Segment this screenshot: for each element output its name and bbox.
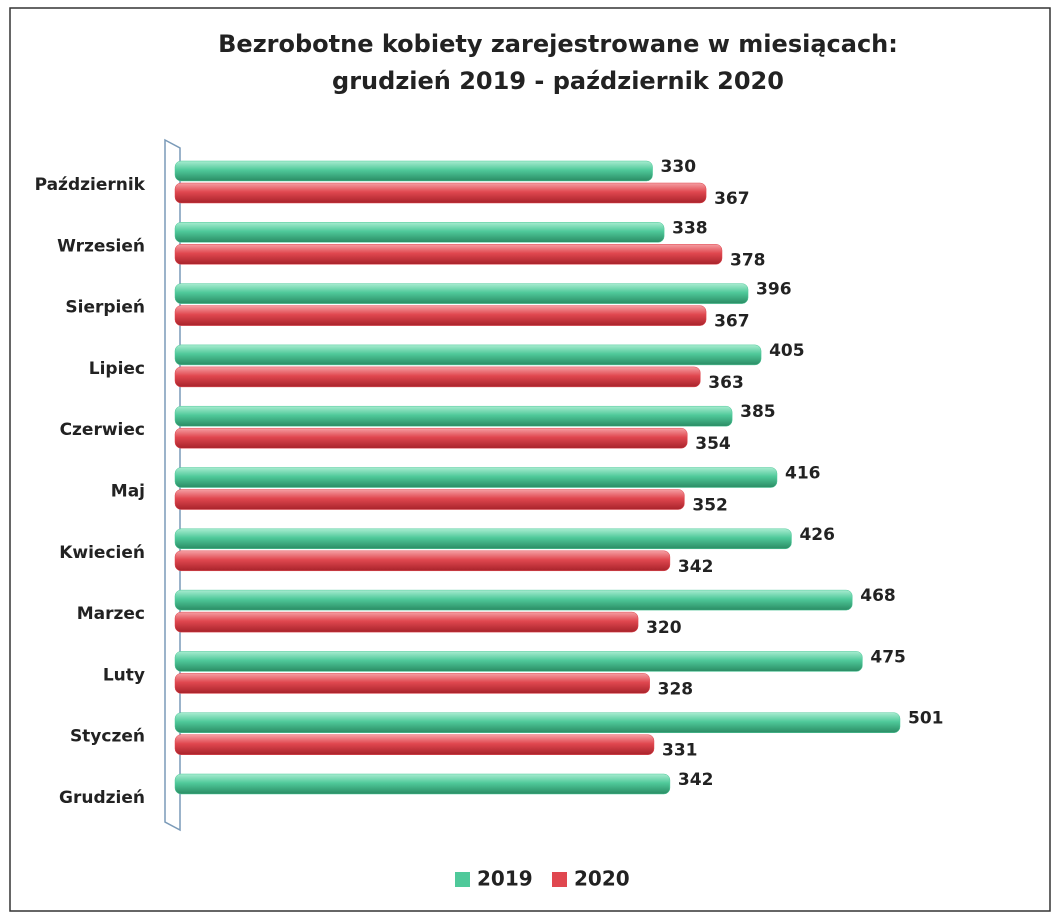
value-label: 468 xyxy=(860,586,896,606)
value-label: 363 xyxy=(708,373,744,393)
value-label: 367 xyxy=(714,312,750,332)
back-wall xyxy=(164,138,181,832)
value-label: 426 xyxy=(799,525,835,545)
bar xyxy=(174,305,707,326)
value-label: 385 xyxy=(740,402,776,422)
value-label: 320 xyxy=(646,618,682,638)
category-label: Lipiec xyxy=(89,359,145,379)
value-label: 475 xyxy=(870,647,906,667)
value-label: 331 xyxy=(662,741,698,761)
bar xyxy=(174,405,733,427)
category-label: Grudzień xyxy=(59,788,145,808)
bar xyxy=(174,673,650,694)
category-label: Maj xyxy=(111,482,145,502)
legend-label: 2020 xyxy=(574,867,630,891)
bar xyxy=(174,366,701,388)
value-label: 396 xyxy=(756,280,792,300)
bar xyxy=(174,427,688,449)
value-label: 367 xyxy=(714,189,750,209)
bar xyxy=(174,244,723,265)
category-label: Wrzesień xyxy=(57,236,145,256)
bar xyxy=(174,550,671,572)
chart-title: Bezrobotne kobiety zarejestrowane w mies… xyxy=(218,30,898,58)
value-label: 328 xyxy=(658,679,694,699)
value-label: 501 xyxy=(908,709,944,729)
value-label: 342 xyxy=(678,770,714,790)
category-label: Luty xyxy=(103,665,145,685)
value-label: 354 xyxy=(695,434,731,454)
bar xyxy=(174,283,749,304)
value-label: 416 xyxy=(785,464,821,484)
bar xyxy=(174,160,653,182)
value-label: 352 xyxy=(692,496,728,516)
frame xyxy=(9,7,1051,912)
bar xyxy=(174,344,762,366)
bar xyxy=(174,611,639,633)
bar xyxy=(174,734,655,755)
bar xyxy=(174,589,853,611)
value-label: 330 xyxy=(661,157,697,177)
legend-label: 2019 xyxy=(477,867,533,891)
bar xyxy=(174,182,707,204)
value-label: 405 xyxy=(769,341,805,361)
category-label: Czerwiec xyxy=(60,420,145,440)
bar xyxy=(174,651,863,672)
value-label: 338 xyxy=(672,218,708,238)
bar xyxy=(174,222,665,243)
category-label: Kwiecień xyxy=(59,543,145,563)
bar xyxy=(174,773,671,795)
legend-swatch xyxy=(552,872,567,887)
category-label: Marzec xyxy=(77,604,145,624)
legend-swatch xyxy=(455,872,470,887)
category-label: Październik xyxy=(35,175,146,195)
bar xyxy=(174,528,792,550)
value-label: 378 xyxy=(730,250,766,270)
bar xyxy=(174,489,685,510)
chart-title: grudzień 2019 - październik 2020 xyxy=(332,67,784,95)
bar xyxy=(174,467,778,488)
value-label: 342 xyxy=(678,557,714,577)
category-label: Styczeń xyxy=(70,727,145,747)
category-label: Sierpień xyxy=(65,298,145,318)
bar xyxy=(174,712,901,733)
